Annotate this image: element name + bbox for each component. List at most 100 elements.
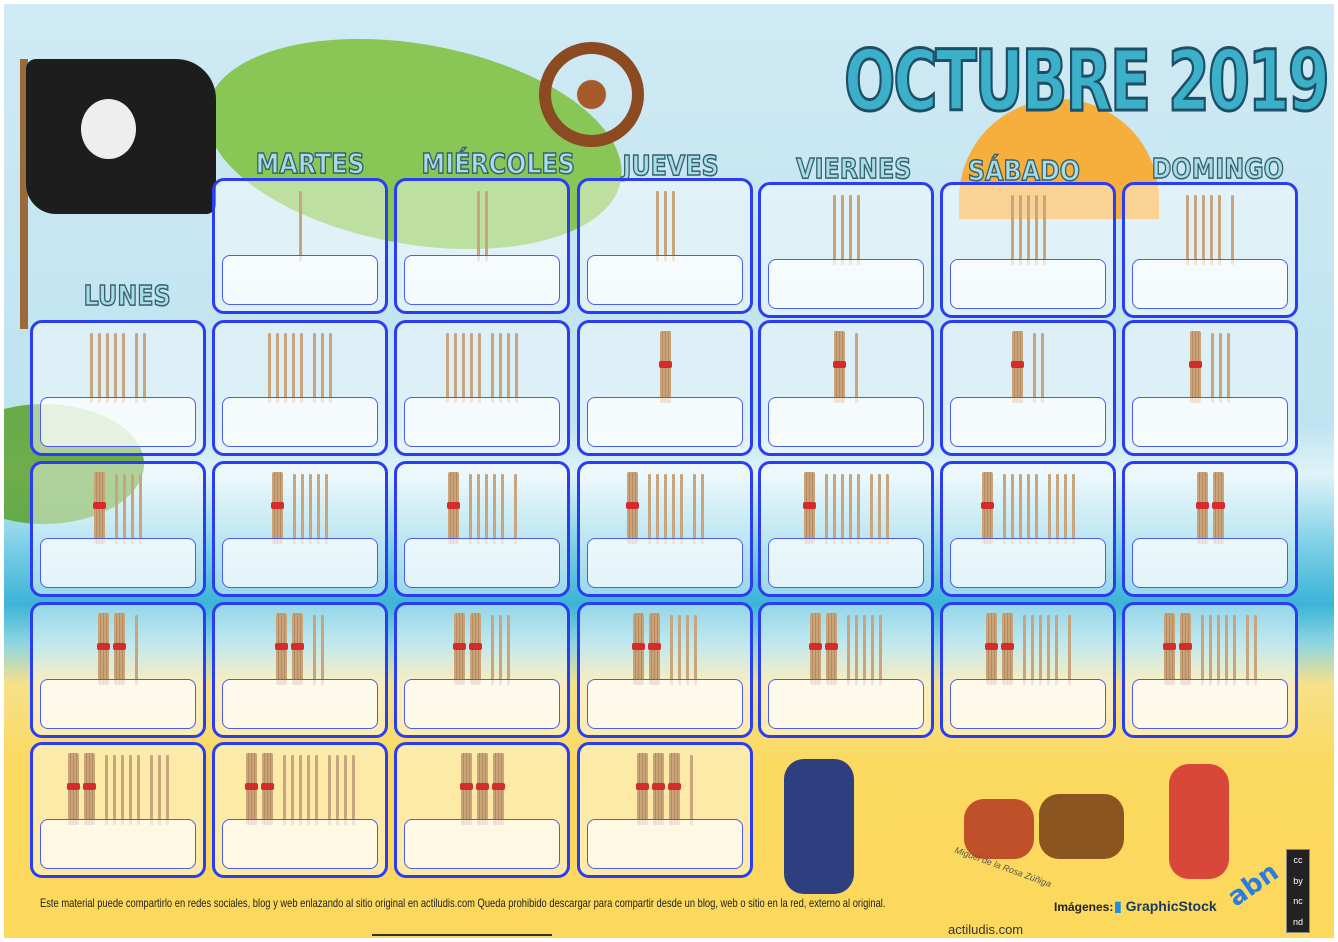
stick bbox=[90, 333, 93, 403]
stick-bundle bbox=[93, 472, 106, 544]
stick-bundle bbox=[82, 753, 96, 825]
stick bbox=[120, 755, 124, 825]
stick bbox=[686, 615, 689, 685]
stick bbox=[848, 474, 852, 544]
answer-box[interactable] bbox=[222, 255, 378, 305]
answer-box[interactable] bbox=[950, 679, 1106, 729]
answer-box[interactable] bbox=[950, 538, 1106, 588]
stick bbox=[1033, 333, 1036, 403]
day-cell bbox=[212, 320, 388, 456]
stick bbox=[157, 755, 161, 825]
stick bbox=[104, 755, 108, 825]
stick bbox=[1216, 615, 1220, 685]
day-cell bbox=[940, 461, 1116, 597]
answer-box[interactable] bbox=[950, 397, 1106, 447]
answer-box[interactable] bbox=[222, 397, 378, 447]
day-cell bbox=[940, 320, 1116, 456]
answer-box[interactable] bbox=[587, 397, 743, 447]
cc-license-badge: cc by nc nd bbox=[1286, 849, 1310, 933]
answer-box[interactable] bbox=[1132, 679, 1288, 729]
counting-sticks bbox=[33, 613, 203, 685]
stick bbox=[114, 333, 117, 403]
stick bbox=[1018, 474, 1022, 544]
stick-bundle bbox=[469, 613, 482, 685]
answer-box[interactable] bbox=[40, 538, 196, 588]
day-cell bbox=[212, 461, 388, 597]
day-cell bbox=[577, 602, 753, 738]
answer-box[interactable] bbox=[222, 819, 378, 869]
answer-box[interactable] bbox=[40, 397, 196, 447]
stick bbox=[1034, 195, 1038, 265]
stick bbox=[885, 474, 889, 544]
stick bbox=[863, 615, 866, 685]
counting-sticks bbox=[1125, 331, 1295, 403]
stick bbox=[1071, 474, 1075, 544]
stick bbox=[694, 615, 697, 685]
day-cell bbox=[758, 182, 934, 318]
weekday-domingo: DOMINGO bbox=[1151, 151, 1284, 186]
stick bbox=[1010, 474, 1014, 544]
counting-sticks bbox=[580, 472, 750, 544]
stick bbox=[351, 755, 355, 825]
weekday-viernes: VIERNES bbox=[796, 151, 912, 186]
counting-sticks bbox=[397, 472, 567, 544]
site-link[interactable]: actiludis.com bbox=[948, 922, 1024, 937]
answer-box[interactable] bbox=[587, 255, 743, 305]
stick bbox=[690, 755, 693, 825]
answer-box[interactable] bbox=[404, 397, 560, 447]
stick bbox=[655, 191, 659, 261]
answer-box[interactable] bbox=[768, 259, 924, 309]
stick-bundle bbox=[658, 331, 672, 403]
stick bbox=[1026, 474, 1030, 544]
stick bbox=[871, 615, 874, 685]
stick-bundle bbox=[475, 753, 489, 825]
ship-wheel-icon bbox=[539, 42, 644, 147]
stick bbox=[1042, 195, 1046, 265]
answer-box[interactable] bbox=[587, 538, 743, 588]
answer-box[interactable] bbox=[40, 679, 196, 729]
stick bbox=[824, 474, 828, 544]
answer-box[interactable] bbox=[404, 819, 560, 869]
counting-sticks bbox=[215, 753, 385, 825]
stick bbox=[877, 474, 881, 544]
answer-box[interactable] bbox=[404, 679, 560, 729]
answer-box[interactable] bbox=[768, 538, 924, 588]
stick bbox=[327, 755, 331, 825]
stick bbox=[306, 755, 310, 825]
answer-box[interactable] bbox=[950, 259, 1106, 309]
stick-bundle bbox=[984, 613, 998, 685]
counting-sticks bbox=[761, 472, 931, 544]
answer-box[interactable] bbox=[1132, 538, 1288, 588]
stick bbox=[292, 333, 295, 403]
pirate-telescope-illustration bbox=[784, 759, 854, 894]
answer-box[interactable] bbox=[1132, 259, 1288, 309]
counting-sticks bbox=[1125, 472, 1295, 544]
answer-box[interactable] bbox=[404, 255, 560, 305]
answer-box[interactable] bbox=[222, 679, 378, 729]
answer-box[interactable] bbox=[768, 679, 924, 729]
counting-sticks bbox=[1125, 613, 1295, 685]
answer-box[interactable] bbox=[404, 538, 560, 588]
stick bbox=[1038, 615, 1042, 685]
answer-box[interactable] bbox=[40, 819, 196, 869]
stick bbox=[128, 755, 132, 825]
stick-bundle bbox=[1189, 331, 1202, 403]
answer-box[interactable] bbox=[768, 397, 924, 447]
stick-bundle bbox=[825, 613, 838, 685]
answer-box[interactable] bbox=[222, 538, 378, 588]
images-label: Imágenes: bbox=[1054, 900, 1114, 914]
day-cell bbox=[212, 602, 388, 738]
stick bbox=[840, 195, 844, 265]
stick bbox=[678, 615, 681, 685]
answer-box[interactable] bbox=[1132, 397, 1288, 447]
day-cell bbox=[577, 461, 753, 597]
stick bbox=[855, 333, 858, 403]
stick bbox=[692, 474, 696, 544]
answer-box[interactable] bbox=[587, 679, 743, 729]
stick bbox=[492, 474, 496, 544]
counting-sticks bbox=[1125, 193, 1295, 265]
answer-box[interactable] bbox=[587, 819, 743, 869]
stick bbox=[1210, 195, 1213, 265]
stick bbox=[832, 195, 836, 265]
stick bbox=[131, 474, 134, 544]
